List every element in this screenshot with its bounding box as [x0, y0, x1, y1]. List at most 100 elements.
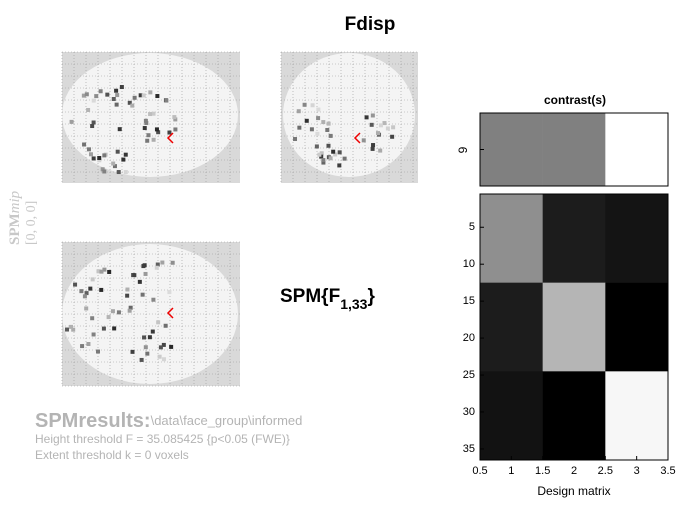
- height-threshold: Height threshold F = 35.085425 {p<0.05 (…: [35, 432, 290, 446]
- blob: [154, 265, 159, 270]
- title: Fdisp: [345, 14, 396, 35]
- blob: [161, 342, 166, 347]
- dm-cell: [542, 194, 606, 283]
- blob: [169, 344, 174, 349]
- blob: [102, 153, 107, 158]
- blob: [378, 148, 383, 153]
- blob: [137, 279, 142, 284]
- blob: [132, 95, 137, 100]
- blob: [114, 88, 119, 93]
- x-tick-label: 2.5: [598, 465, 613, 477]
- blob: [382, 121, 387, 126]
- x-tick-label: 3: [634, 465, 640, 477]
- blob: [125, 287, 130, 292]
- blob: [116, 170, 121, 175]
- y-tick-label: 30: [463, 406, 475, 418]
- blob: [110, 309, 115, 314]
- blob: [97, 158, 102, 163]
- dm-cell: [480, 194, 543, 283]
- contrast-title: contrast(s): [544, 93, 606, 107]
- blob: [173, 117, 178, 122]
- blob: [158, 345, 163, 350]
- mip-coords: [0, 0, 0]: [24, 201, 39, 245]
- dm-cell: [605, 282, 669, 372]
- blob: [105, 92, 110, 97]
- blob: [86, 147, 91, 152]
- blob: [97, 156, 102, 161]
- blob: [141, 93, 146, 98]
- blob: [115, 93, 120, 98]
- blob: [302, 102, 307, 107]
- blob: [143, 271, 148, 276]
- blob: [123, 170, 128, 175]
- blob: [99, 269, 104, 274]
- results-info: SPMresults:\data\face_group\informed Hei…: [35, 410, 302, 462]
- blob: [65, 327, 70, 332]
- stat-base: SPM{F: [280, 286, 340, 307]
- blob: [317, 152, 322, 157]
- blob: [342, 156, 347, 161]
- blob: [139, 357, 144, 362]
- blob: [119, 85, 124, 90]
- blob: [315, 131, 320, 136]
- blob: [84, 92, 89, 97]
- blob: [161, 357, 166, 362]
- blob: [314, 144, 319, 149]
- blob: [69, 324, 74, 329]
- blob: [337, 150, 342, 155]
- blob: [140, 292, 145, 297]
- results-path: \data\face_group\informed: [151, 413, 303, 428]
- blob: [82, 294, 87, 299]
- blob: [73, 282, 78, 287]
- blob: [147, 335, 152, 340]
- blob: [309, 127, 314, 132]
- blob: [163, 323, 168, 328]
- stat-close: }: [367, 286, 375, 307]
- blob: [106, 315, 111, 320]
- dm-cell: [542, 371, 606, 461]
- blob: [91, 120, 96, 125]
- mip-label-main: SPM: [7, 213, 23, 245]
- blob: [82, 142, 87, 147]
- blob: [148, 90, 153, 95]
- blob: [123, 152, 128, 157]
- dm-cell: [542, 282, 606, 372]
- cursor: [166, 307, 174, 319]
- blob: [98, 89, 103, 94]
- blob: [99, 287, 104, 292]
- x-tick-label: 2: [571, 465, 577, 477]
- stat-subscript: 1,33: [340, 296, 367, 312]
- blob: [127, 100, 132, 105]
- statistic-label: SPM{F1,33}: [280, 286, 375, 312]
- blob: [151, 137, 156, 142]
- blob: [107, 269, 112, 274]
- blob: [371, 143, 376, 148]
- blob: [114, 102, 119, 107]
- blob: [375, 131, 380, 136]
- blob: [96, 269, 101, 274]
- blob: [90, 124, 95, 129]
- blob: [361, 138, 366, 143]
- blob: [127, 308, 132, 313]
- blob: [130, 103, 135, 108]
- blob: [138, 93, 143, 98]
- blob: [154, 127, 159, 132]
- dm-cell: [605, 371, 669, 461]
- blob: [91, 332, 96, 337]
- y-tick-label: 35: [463, 443, 475, 455]
- blob: [297, 125, 302, 130]
- blob: [101, 326, 106, 331]
- blob: [151, 297, 156, 302]
- blob: [117, 127, 122, 132]
- dm-cell: [605, 194, 669, 283]
- blob: [370, 113, 375, 118]
- blob: [115, 149, 120, 154]
- blob: [337, 163, 342, 168]
- cursor: [353, 132, 361, 144]
- blob: [150, 329, 155, 334]
- blob: [328, 156, 333, 161]
- blob: [328, 133, 333, 138]
- blob: [84, 306, 89, 311]
- blob: [90, 277, 95, 282]
